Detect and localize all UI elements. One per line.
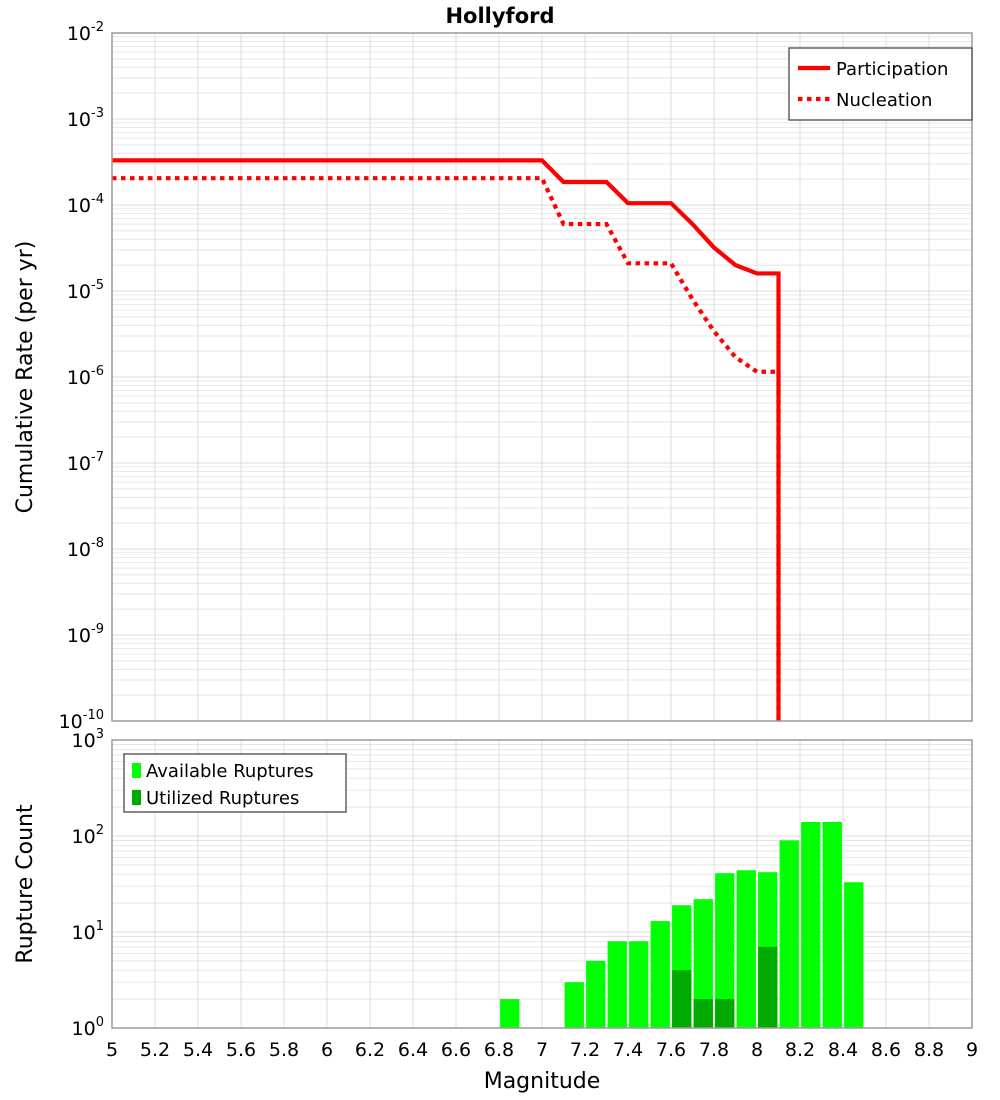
xtick-9: 9: [966, 1039, 978, 1061]
bottom-y-tick-labels: 103 102 101 100: [72, 727, 104, 1040]
x-tick-labels: 5 5.2 5.4 5.6 5.8 6 6.2 6.4 6.6 6.8 7 7.2 7.4 7.6 7.8 8…: [106, 1039, 978, 1061]
chart-svg: 10-210-310-410-510-610-710-810-910-10 Cu…: [0, 0, 1000, 1100]
bottom-ytick-10e0: 100: [72, 1015, 104, 1040]
bottom-legend[interactable]: Available Ruptures Utilized Ruptures: [124, 754, 346, 812]
bar-available: [737, 870, 756, 1028]
xtick-5: 5: [106, 1039, 118, 1061]
figure-container: Hollyford 10-210-310-410-510-610-710-810…: [0, 0, 1000, 1100]
xtick-5.4: 5.4: [183, 1039, 213, 1061]
legend-swatch-available: [132, 763, 141, 778]
bar-utilized: [694, 999, 713, 1028]
bottom-ytick-10e3: 103: [72, 727, 104, 752]
bottom-ytick-10e1: 101: [72, 919, 104, 944]
top-gridlines: [112, 33, 972, 721]
xtick-7: 7: [536, 1039, 548, 1061]
top-ytick-10-7: 10-7: [67, 450, 104, 475]
xtick-8.8: 8.8: [914, 1039, 944, 1061]
bar-available: [801, 822, 820, 1028]
top-ytick-10-8: 10-8: [67, 536, 104, 561]
top-ytick-10-9: 10-9: [67, 622, 104, 647]
bar-utilized: [758, 947, 777, 1028]
legend-swatch-utilized: [132, 790, 141, 805]
x-axis-label: Magnitude: [484, 1069, 601, 1094]
xtick-5.2: 5.2: [140, 1039, 170, 1061]
bar-utilized: [672, 970, 691, 1028]
top-ytick-10-4: 10-4: [67, 192, 104, 217]
xtick-8.2: 8.2: [785, 1039, 815, 1061]
bar-available: [586, 961, 605, 1028]
top-legend[interactable]: Participation Nucleation: [789, 48, 972, 120]
top-panel: 10-210-310-410-510-610-710-810-910-10 Cu…: [13, 20, 972, 733]
xtick-6.4: 6.4: [398, 1039, 428, 1061]
xtick-5.6: 5.6: [226, 1039, 256, 1061]
top-y-axis-label: Cumulative Rate (per yr): [13, 241, 38, 514]
top-ytick-10-6: 10-6: [67, 364, 104, 389]
top-ytick-10-5: 10-5: [67, 278, 104, 303]
xtick-6.2: 6.2: [355, 1039, 385, 1061]
bar-available: [608, 941, 627, 1028]
bar-available: [629, 941, 648, 1028]
bar-available: [651, 921, 670, 1028]
bar-utilized: [715, 999, 734, 1028]
bar-available: [500, 999, 519, 1028]
top-ytick-10-3: 10-3: [67, 106, 104, 131]
xtick-8.4: 8.4: [828, 1039, 858, 1061]
xtick-5.8: 5.8: [269, 1039, 299, 1061]
legend-label-available: Available Ruptures: [146, 761, 314, 782]
bottom-y-axis-label: Rupture Count: [13, 804, 38, 964]
bottom-panel: 103 102 101 100 Rupture Count 5 5.2 5.4 5.6 5.8…: [13, 727, 978, 1094]
top-y-tick-labels: 10-210-310-410-510-610-710-810-910-10: [59, 20, 104, 733]
bar-available: [565, 982, 584, 1028]
bar-available: [844, 882, 863, 1028]
xtick-6.8: 6.8: [484, 1039, 514, 1061]
legend-label-nucleation: Nucleation: [836, 90, 932, 111]
page-title: Hollyford: [0, 4, 1000, 28]
xtick-6: 6: [321, 1039, 333, 1061]
bottom-ytick-10e2: 102: [72, 823, 104, 848]
xtick-8: 8: [751, 1039, 763, 1061]
legend-label-participation: Participation: [836, 59, 948, 80]
xtick-6.6: 6.6: [441, 1039, 471, 1061]
xtick-7.8: 7.8: [699, 1039, 729, 1061]
xtick-7.4: 7.4: [613, 1039, 643, 1061]
xtick-7.2: 7.2: [570, 1039, 600, 1061]
bar-available: [823, 822, 842, 1028]
bar-available: [780, 840, 799, 1028]
xtick-7.6: 7.6: [656, 1039, 686, 1061]
legend-label-utilized: Utilized Ruptures: [146, 788, 299, 809]
xtick-8.6: 8.6: [871, 1039, 901, 1061]
